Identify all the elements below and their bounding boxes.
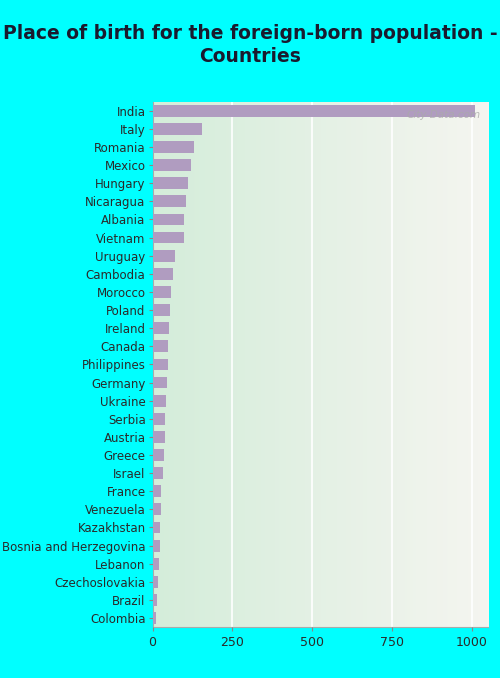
Bar [152,540,160,551]
Bar [152,105,474,117]
Bar [152,395,166,407]
Bar [152,322,169,334]
Bar [152,594,158,606]
Bar [152,214,184,225]
Bar [152,232,184,243]
Bar [152,521,160,534]
Bar [152,558,159,570]
Bar [152,612,156,624]
Bar [152,268,173,280]
Bar [152,485,162,497]
Bar [152,340,168,352]
Bar [152,467,164,479]
Bar [152,178,188,189]
Bar [152,250,175,262]
Bar [152,195,186,207]
Bar [152,286,171,298]
Bar [152,159,191,171]
Text: Place of birth for the foreign-born population -
Countries: Place of birth for the foreign-born popu… [2,24,498,66]
Text: City-Data.com: City-Data.com [406,110,481,119]
Bar [152,431,164,443]
Bar [152,377,167,388]
Bar [152,141,194,153]
Bar [152,504,161,515]
Bar [152,304,170,316]
Bar [152,123,202,135]
Bar [152,576,158,588]
Bar [152,449,164,461]
Bar [152,413,166,424]
Bar [152,359,168,370]
